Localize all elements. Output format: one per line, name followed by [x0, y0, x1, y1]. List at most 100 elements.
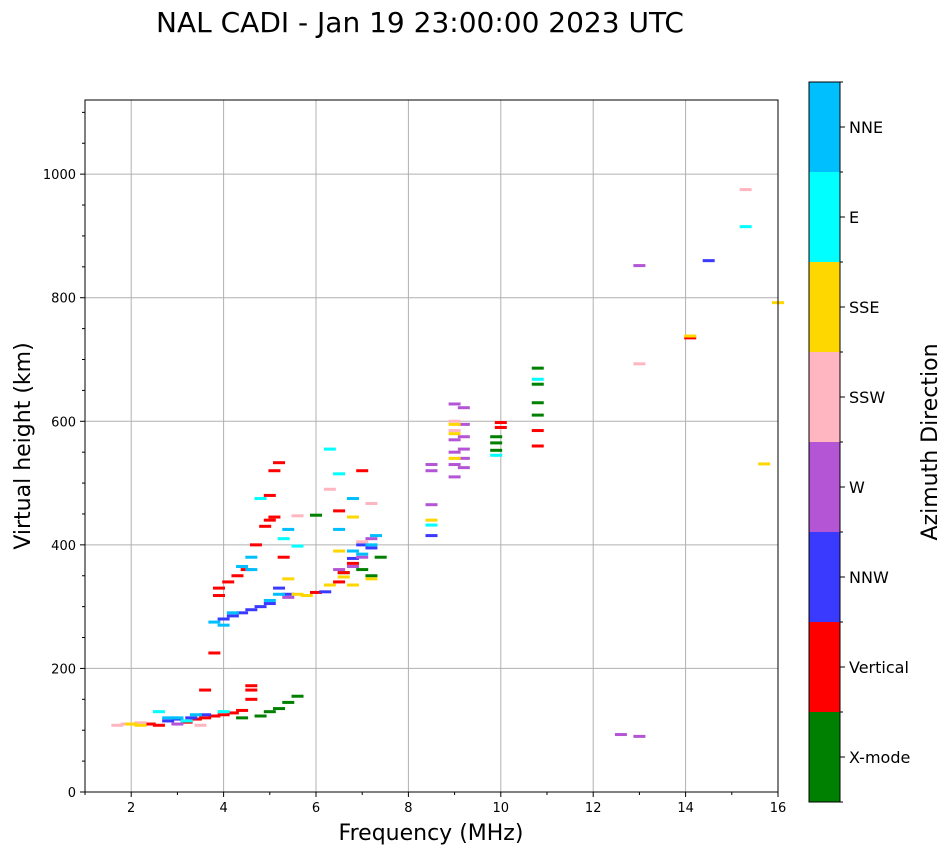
data-point-vertical — [217, 713, 230, 717]
data-point-nnw — [356, 543, 369, 547]
data-point-w — [448, 463, 461, 467]
data-point-nne — [226, 611, 239, 615]
colorbar-label: Vertical — [849, 658, 909, 677]
x-axis-title: Frequency (MHz) — [339, 821, 524, 846]
data-point-vertical — [259, 524, 272, 528]
data-point-nnw — [185, 716, 198, 720]
data-point-nne — [245, 555, 258, 559]
data-point-w — [457, 447, 470, 451]
data-point-w — [614, 733, 627, 737]
data-point-sse — [346, 583, 359, 587]
data-point-x-mode — [490, 435, 503, 439]
data-point-nnw — [319, 590, 332, 594]
data-points — [111, 188, 784, 738]
x-axis: 2 4 6 8 10 12 14 16 — [84, 792, 786, 816]
data-point-nne — [208, 620, 221, 624]
colorbar-segment — [809, 82, 840, 172]
data-point-x-mode — [254, 714, 267, 718]
data-point-nne — [162, 716, 175, 720]
data-point-x-mode — [273, 707, 286, 711]
data-point-vertical — [143, 722, 156, 726]
x-tick-label: 8 — [404, 801, 412, 816]
data-point-vertical — [231, 574, 244, 578]
colorbar-segment — [809, 352, 840, 442]
data-point-nne — [189, 713, 202, 717]
colorbar-label: NNW — [849, 568, 889, 587]
data-point-nnw — [199, 713, 212, 717]
data-point-nnw — [365, 546, 378, 550]
y-axis-title: Virtual height (km) — [11, 342, 36, 549]
data-point-vertical — [236, 708, 249, 712]
y-tick-label: 1000 — [43, 168, 76, 183]
data-point-ssw — [291, 514, 304, 518]
data-point-w — [425, 463, 438, 467]
data-point-sse — [300, 594, 313, 598]
data-point-nnw — [245, 608, 258, 612]
y-axis: 0 200 400 600 800 1000 — [43, 111, 85, 801]
data-point-x-mode — [531, 366, 544, 370]
y-tick-label: 600 — [51, 415, 76, 430]
data-point-x-mode — [310, 513, 322, 517]
data-point-e — [277, 537, 290, 541]
data-point-nne — [346, 549, 359, 553]
data-point-x-mode — [356, 568, 369, 572]
data-point-x-mode — [291, 694, 304, 698]
data-point-nne — [245, 568, 258, 572]
data-point-e — [739, 225, 752, 229]
data-point-e — [217, 710, 230, 714]
data-point-w — [448, 475, 461, 479]
x-tick-label: 14 — [677, 801, 694, 816]
data-point-vertical — [199, 716, 212, 720]
data-point-w — [448, 438, 461, 442]
data-point-x-mode — [490, 448, 503, 452]
data-point-vertical — [152, 723, 165, 727]
data-point-e — [531, 377, 544, 381]
data-point-nnw — [217, 617, 230, 621]
data-point-vertical — [268, 515, 281, 519]
data-point-e — [152, 710, 165, 714]
data-point-nne — [346, 497, 359, 501]
data-point-nnw — [226, 614, 239, 618]
data-point-w — [333, 568, 346, 572]
data-point-nnw — [162, 719, 175, 723]
colorbar-segment — [809, 532, 840, 622]
x-tick-label: 6 — [312, 801, 320, 816]
data-point-vertical — [245, 684, 258, 688]
chart-title: NAL CADI - Jan 19 23:00:00 2023 UTC — [156, 6, 684, 39]
data-point-ssw — [194, 723, 207, 727]
data-point-x-mode — [365, 574, 378, 578]
data-point-nnw — [702, 259, 715, 263]
data-point-sse — [448, 422, 461, 426]
data-point-e — [254, 497, 267, 501]
data-point-vertical — [263, 518, 276, 522]
data-point-nne — [333, 527, 346, 531]
data-point-nnw — [282, 592, 295, 596]
x-tick-label: 10 — [493, 801, 510, 816]
y-tick-label: 800 — [51, 292, 76, 307]
data-point-sse — [448, 456, 461, 460]
x-tick-label: 2 — [127, 801, 135, 816]
data-point-e — [323, 447, 336, 451]
data-point-w — [365, 537, 378, 541]
data-point-vertical — [263, 493, 276, 497]
data-point-vertical — [212, 586, 225, 590]
data-point-vertical — [346, 561, 359, 565]
data-point-sse — [125, 722, 138, 726]
data-point-ssw — [739, 188, 752, 192]
data-point-nnw — [425, 534, 438, 538]
data-point-w — [457, 456, 470, 460]
data-point-vertical — [333, 580, 346, 584]
data-point-w — [633, 734, 646, 738]
colorbar-label: SSW — [849, 388, 885, 407]
data-point-ssw — [448, 419, 461, 423]
data-point-w — [171, 722, 184, 726]
data-point-w — [457, 435, 470, 439]
data-point-sse — [758, 462, 771, 466]
colorbar-segment — [809, 262, 840, 352]
colorbar-label: SSE — [849, 298, 879, 317]
x-tick-label: 4 — [219, 801, 227, 816]
data-point-vertical — [356, 469, 369, 473]
colorbar-label: NNE — [849, 118, 883, 137]
data-point-e — [291, 544, 304, 548]
data-point-nnw — [346, 556, 359, 560]
